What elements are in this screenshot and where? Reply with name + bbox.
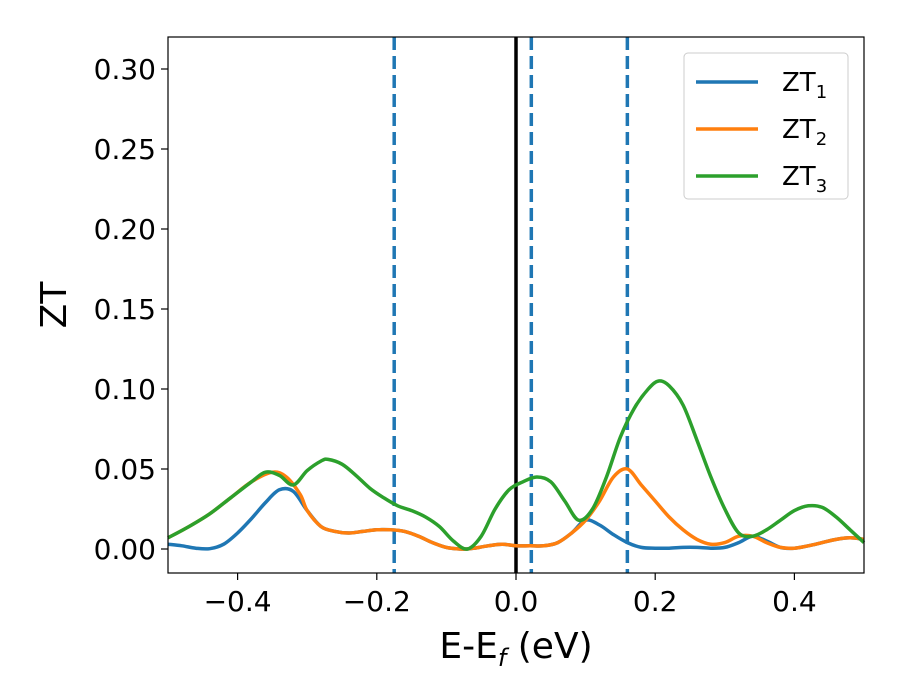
legend-label-subscript: 2 xyxy=(816,129,827,150)
plot-frame xyxy=(167,36,865,574)
x-axis-ticks: −0.4 −0.2 0.0 0.2 0.4 xyxy=(204,573,817,618)
x-axis-title-unit: (eV) xyxy=(506,626,592,667)
y-tick-label: 0.20 xyxy=(94,213,156,246)
y-tick-label: 0.05 xyxy=(94,453,156,486)
legend-label-main: ZT xyxy=(782,68,816,98)
y-tick-label: 0.15 xyxy=(94,293,156,326)
x-tick-label: 0.2 xyxy=(633,585,678,618)
x-tick-label: −0.4 xyxy=(204,585,272,618)
x-axis-title: E-Ef (eV) xyxy=(439,626,592,672)
legend-label-zt3: ZT3 xyxy=(782,162,827,197)
x-tick-label: 0.0 xyxy=(494,585,539,618)
legend-label-subscript: 1 xyxy=(816,82,827,103)
legend-label-main: ZT xyxy=(782,115,816,145)
series-line-zt3 xyxy=(167,379,866,551)
y-tick-label: 0.25 xyxy=(94,133,156,166)
legend-label-zt2: ZT2 xyxy=(782,115,827,150)
x-tick-label: −0.2 xyxy=(343,585,411,618)
x-axis-title-main: E-E xyxy=(439,626,497,667)
legend-box xyxy=(683,52,849,200)
x-tick-label: 0.4 xyxy=(772,585,817,618)
legend-label-zt1: ZT1 xyxy=(782,68,827,103)
series-lines xyxy=(167,379,866,551)
y-axis-title: ZT xyxy=(34,281,75,329)
y-tick-label: 0.10 xyxy=(94,373,156,406)
y-tick-label: 0.00 xyxy=(94,533,156,566)
legend-label-subscript: 3 xyxy=(816,176,827,197)
y-tick-label: 0.30 xyxy=(94,53,156,86)
y-axis-ticks: 0.00 0.05 0.10 0.15 0.20 0.25 0.30 xyxy=(94,53,168,566)
legend-label-main: ZT xyxy=(782,162,816,192)
